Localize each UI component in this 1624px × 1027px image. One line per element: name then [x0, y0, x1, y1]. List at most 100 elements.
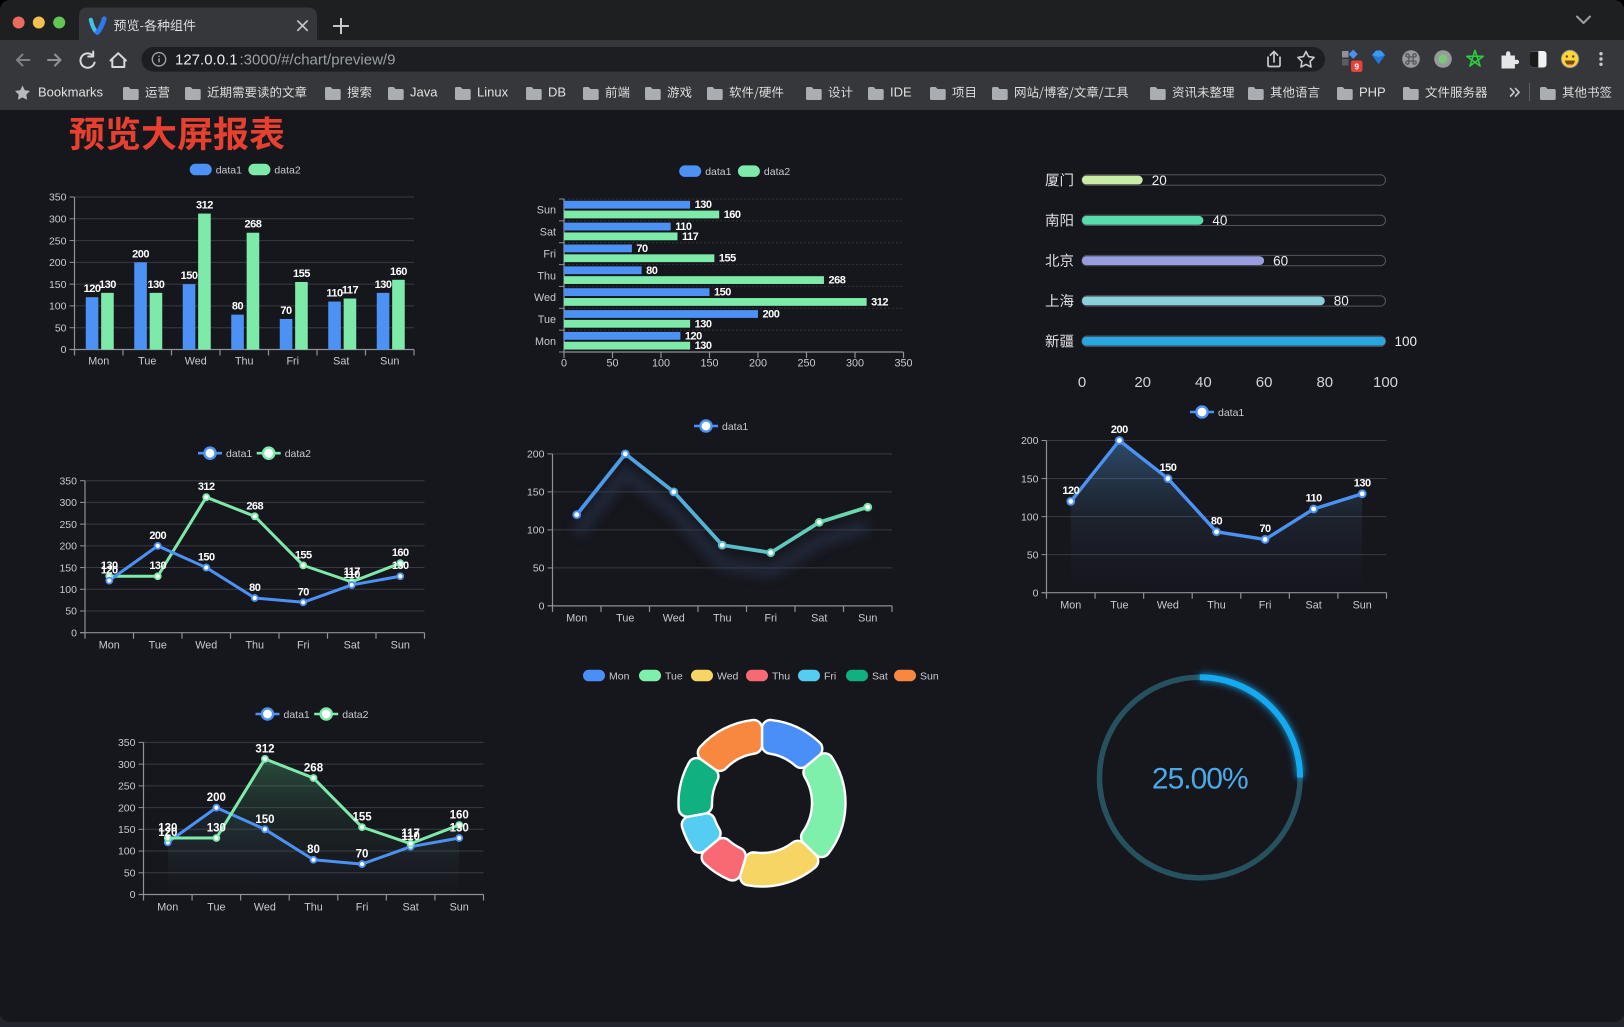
svg-text:312: 312 — [198, 481, 215, 493]
svg-text:0: 0 — [1078, 374, 1086, 391]
svg-text:Fri: Fri — [297, 640, 310, 652]
svg-text:130: 130 — [148, 279, 165, 291]
svg-text:50: 50 — [533, 563, 545, 575]
svg-text:Wed: Wed — [185, 356, 207, 368]
svg-text:250: 250 — [118, 781, 136, 793]
svg-text:Fri: Fri — [824, 671, 836, 683]
svg-text:300: 300 — [49, 213, 67, 225]
svg-text:200: 200 — [207, 792, 226, 804]
svg-text:Wed: Wed — [254, 902, 276, 914]
svg-text:50: 50 — [65, 606, 77, 618]
svg-text:130: 130 — [695, 318, 712, 330]
svg-text:200: 200 — [149, 530, 166, 542]
svg-text:312: 312 — [255, 743, 274, 755]
svg-text:Mon: Mon — [1060, 599, 1081, 611]
svg-text:110: 110 — [1306, 492, 1323, 504]
svg-text:130: 130 — [158, 823, 177, 835]
svg-text:130: 130 — [99, 279, 116, 291]
svg-text:200: 200 — [749, 358, 767, 370]
svg-text:300: 300 — [59, 497, 77, 509]
svg-text:110: 110 — [326, 288, 343, 300]
svg-text:130: 130 — [695, 199, 712, 211]
svg-text:130: 130 — [695, 340, 712, 352]
svg-text:Tue: Tue — [138, 356, 156, 368]
svg-text:70: 70 — [298, 586, 310, 598]
svg-text:25.00%: 25.00% — [1152, 763, 1248, 796]
svg-text:Thu: Thu — [713, 613, 732, 625]
svg-text:Wed: Wed — [534, 292, 556, 304]
svg-text:Tue: Tue — [1110, 599, 1128, 611]
svg-text:Fri: Fri — [764, 613, 777, 625]
svg-text:110: 110 — [344, 569, 361, 581]
svg-text:300: 300 — [846, 358, 864, 370]
svg-text:data1: data1 — [705, 166, 731, 178]
svg-text:Tue: Tue — [538, 314, 556, 326]
svg-text:data1: data1 — [226, 448, 252, 460]
svg-text:100: 100 — [118, 846, 136, 858]
svg-text:Mon: Mon — [609, 671, 630, 683]
svg-text:117: 117 — [682, 231, 699, 243]
svg-text:Thu: Thu — [537, 270, 556, 282]
svg-text:Sun: Sun — [920, 671, 939, 683]
svg-text:Java: Java — [410, 85, 438, 100]
svg-text:IDE: IDE — [890, 85, 912, 100]
svg-text:Fri: Fri — [1259, 599, 1272, 611]
svg-text:Sun: Sun — [391, 640, 410, 652]
svg-text:120: 120 — [685, 330, 702, 342]
svg-text:data1: data1 — [722, 421, 748, 433]
svg-text:70: 70 — [1259, 523, 1271, 535]
svg-text:100: 100 — [1395, 334, 1418, 349]
svg-text:350: 350 — [49, 192, 67, 204]
svg-text:Sun: Sun — [450, 902, 469, 914]
svg-text:Sun: Sun — [1353, 599, 1372, 611]
svg-text:200: 200 — [763, 308, 780, 320]
svg-text:20: 20 — [1134, 374, 1151, 391]
svg-text:117: 117 — [344, 566, 361, 578]
svg-text:50: 50 — [55, 322, 67, 334]
svg-text:Sun: Sun — [858, 613, 877, 625]
svg-text:9: 9 — [1354, 61, 1359, 71]
svg-text:data1: data1 — [284, 709, 310, 721]
svg-text:0: 0 — [61, 344, 67, 356]
svg-text:200: 200 — [49, 257, 67, 269]
svg-text:200: 200 — [1111, 424, 1128, 436]
svg-text:Mon: Mon — [157, 902, 178, 914]
svg-text:data2: data2 — [764, 166, 790, 178]
svg-text:Sun: Sun — [380, 356, 399, 368]
svg-text:Mon: Mon — [88, 356, 109, 368]
svg-text:130: 130 — [450, 823, 469, 835]
svg-text:80: 80 — [307, 844, 320, 856]
svg-text:Sat: Sat — [540, 227, 556, 239]
svg-text:110: 110 — [675, 221, 692, 233]
svg-text:Tue: Tue — [616, 613, 634, 625]
svg-text:200: 200 — [132, 248, 149, 260]
svg-text:117: 117 — [342, 285, 359, 297]
svg-text:200: 200 — [527, 449, 545, 461]
svg-text:120: 120 — [158, 827, 177, 839]
svg-text:150: 150 — [198, 552, 215, 564]
svg-text:300: 300 — [118, 759, 136, 771]
svg-text:0: 0 — [71, 627, 77, 639]
svg-text:DB: DB — [548, 85, 566, 100]
svg-text:100: 100 — [527, 525, 545, 537]
svg-text:80: 80 — [232, 301, 244, 313]
svg-text:Sun: Sun — [537, 205, 556, 217]
svg-text:20: 20 — [1152, 173, 1167, 188]
svg-text:150: 150 — [49, 279, 67, 291]
svg-text:60: 60 — [1256, 374, 1273, 391]
svg-text:200: 200 — [1021, 435, 1039, 447]
svg-text:312: 312 — [871, 296, 888, 308]
svg-text:70: 70 — [636, 243, 648, 255]
svg-text:data1: data1 — [216, 165, 242, 177]
svg-text:Sat: Sat — [403, 902, 419, 914]
svg-text:Thu: Thu — [245, 640, 264, 652]
svg-text:Sat: Sat — [344, 640, 360, 652]
svg-text:150: 150 — [527, 487, 545, 499]
svg-text:250: 250 — [797, 358, 815, 370]
svg-text:80: 80 — [646, 265, 658, 277]
svg-text:Fri: Fri — [543, 248, 556, 260]
svg-text:268: 268 — [245, 219, 262, 231]
svg-text:0: 0 — [539, 601, 545, 613]
svg-text:100: 100 — [49, 301, 67, 313]
svg-text:Tue: Tue — [149, 640, 167, 652]
